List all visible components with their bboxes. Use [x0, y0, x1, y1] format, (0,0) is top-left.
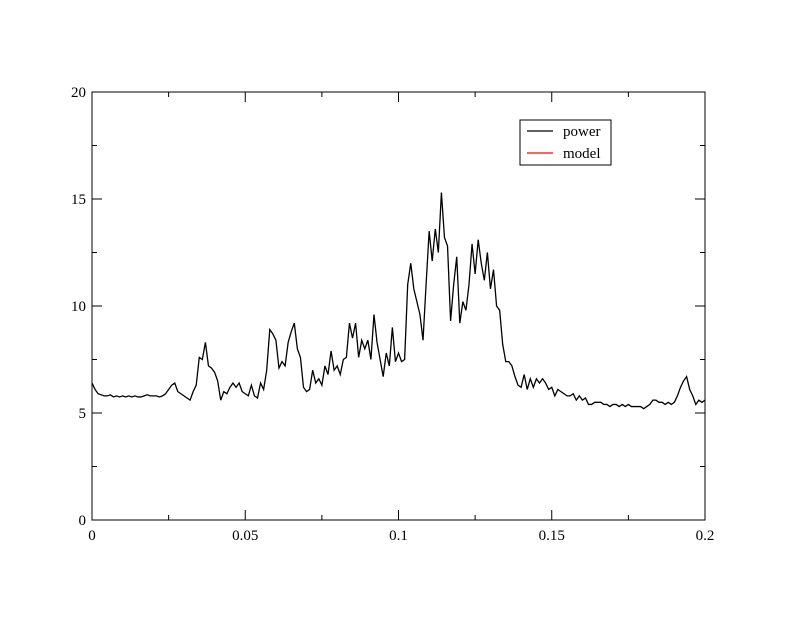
y-tick-label: 0: [79, 513, 87, 529]
x-tick-label: 0.15: [539, 528, 565, 544]
x-tick-label: 0.1: [389, 528, 408, 544]
x-tick-label: 0.05: [232, 528, 258, 544]
y-tick-label: 15: [71, 192, 86, 208]
series-line: [91, 192, 706, 410]
legend-box: [519, 119, 612, 166]
x-tick-label: 0: [88, 528, 96, 544]
y-tick-label: 10: [71, 299, 86, 315]
x-tick-label: 0.2: [696, 528, 715, 544]
legend-label: model: [563, 146, 601, 162]
y-tick-label: 5: [79, 406, 87, 422]
legend-label: power: [563, 124, 601, 140]
y-tick-label: 20: [71, 85, 86, 101]
